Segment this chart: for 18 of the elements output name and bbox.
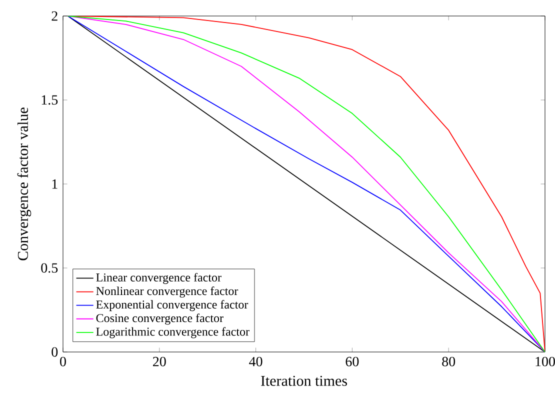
x-axis-title: Iteration times (261, 376, 347, 386)
y-tick-label: 0.5 (41, 263, 58, 273)
legend-label: Nonlinear convergence factor (96, 286, 238, 298)
legend-label: Linear convergence factor (96, 272, 222, 284)
y-tick-label: 0 (52, 347, 58, 357)
legend-label: Cosine convergence factor (96, 314, 224, 325)
x-tick-label: 0 (60, 356, 66, 366)
x-tick-label: 20 (153, 356, 166, 366)
y-tick-label: 1.5 (42, 95, 58, 105)
x-tick-label: 40 (249, 356, 262, 366)
x-tick-label: 60 (346, 356, 359, 366)
x-tick-label: 80 (442, 356, 456, 366)
y-tick-label: 1 (52, 179, 58, 189)
legend-label: Logarithmic convergence factor (96, 327, 250, 338)
legend-label: Exponential convergence factor (96, 300, 248, 312)
y-axis-title: Convergence factor value (17, 108, 32, 260)
x-tick-label: 100 (536, 356, 555, 366)
y-tick-label: 2 (52, 11, 58, 21)
